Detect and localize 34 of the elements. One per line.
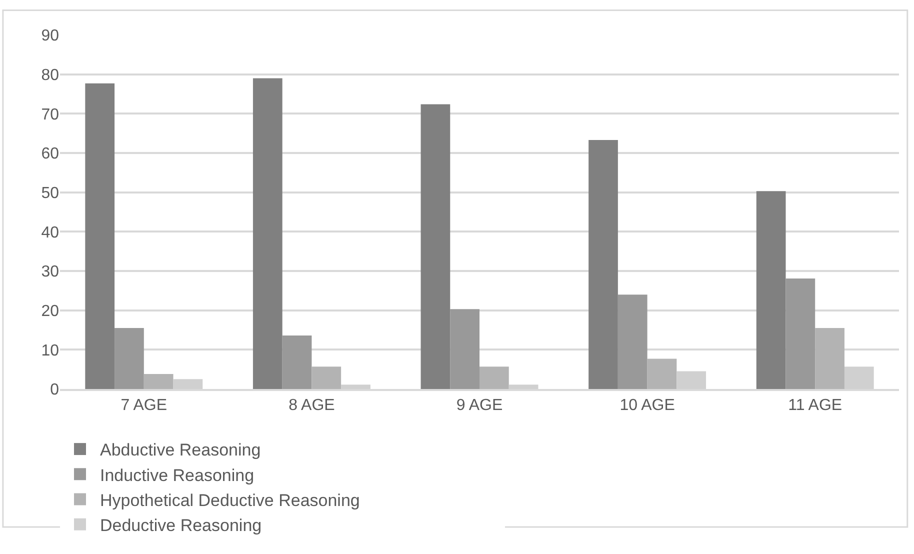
bar (815, 328, 844, 389)
bar (588, 140, 618, 389)
y-tick-label: 60 (41, 146, 60, 163)
bar (647, 358, 677, 389)
y-tick-label: 30 (41, 264, 60, 281)
x-tick-label: 7 AGE (120, 396, 168, 414)
x-tick-label: 11 AGE (788, 396, 842, 414)
y-tick-label: 10 (41, 342, 60, 360)
y-tick-label: 80 (41, 66, 60, 84)
y-tick-label: 90 (41, 28, 60, 45)
y-tick-label: 0 (50, 382, 60, 399)
legend-label: Abductive Reasoning (100, 440, 261, 460)
bar (480, 366, 509, 389)
bar (618, 294, 648, 389)
bar (786, 278, 816, 389)
y-tick-label: 70 (41, 106, 60, 124)
bar (756, 191, 786, 389)
y-tick-label: 20 (41, 302, 60, 320)
bar (144, 374, 174, 389)
y-tick-label: 40 (41, 224, 60, 242)
x-tick-label: 10 AGE (620, 396, 675, 414)
x-tick-label: 9 AGE (456, 396, 503, 414)
bar (420, 104, 450, 389)
y-tick-label: 50 (41, 184, 60, 202)
legend-label: Deductive Reasoning (100, 516, 262, 535)
bar (252, 78, 282, 389)
bar (114, 328, 144, 389)
x-tick-label: 8 AGE (288, 396, 335, 414)
bar (450, 309, 480, 389)
bar (282, 336, 312, 389)
bar (85, 83, 115, 389)
legend-label: Inductive Reasoning (100, 466, 254, 485)
bar (312, 366, 342, 389)
legend-label: Hypothetical Deductive Reasoning (100, 490, 360, 510)
